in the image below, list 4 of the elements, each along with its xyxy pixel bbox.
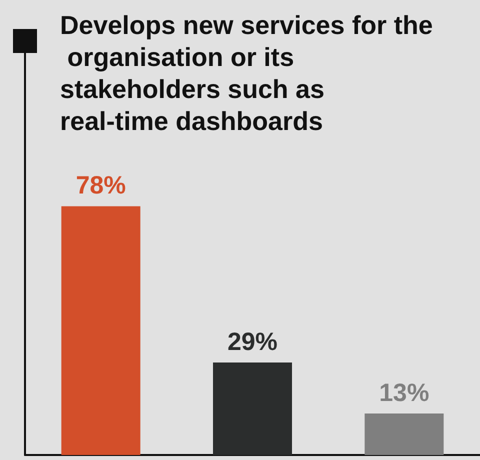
chart-title: Develops new services for the organisation or its stakeholders such as real-time dashboards <box>60 10 433 136</box>
data-label: 29% <box>227 328 278 356</box>
data-label: 78% <box>76 172 126 200</box>
data-label: 13% <box>379 379 430 408</box>
